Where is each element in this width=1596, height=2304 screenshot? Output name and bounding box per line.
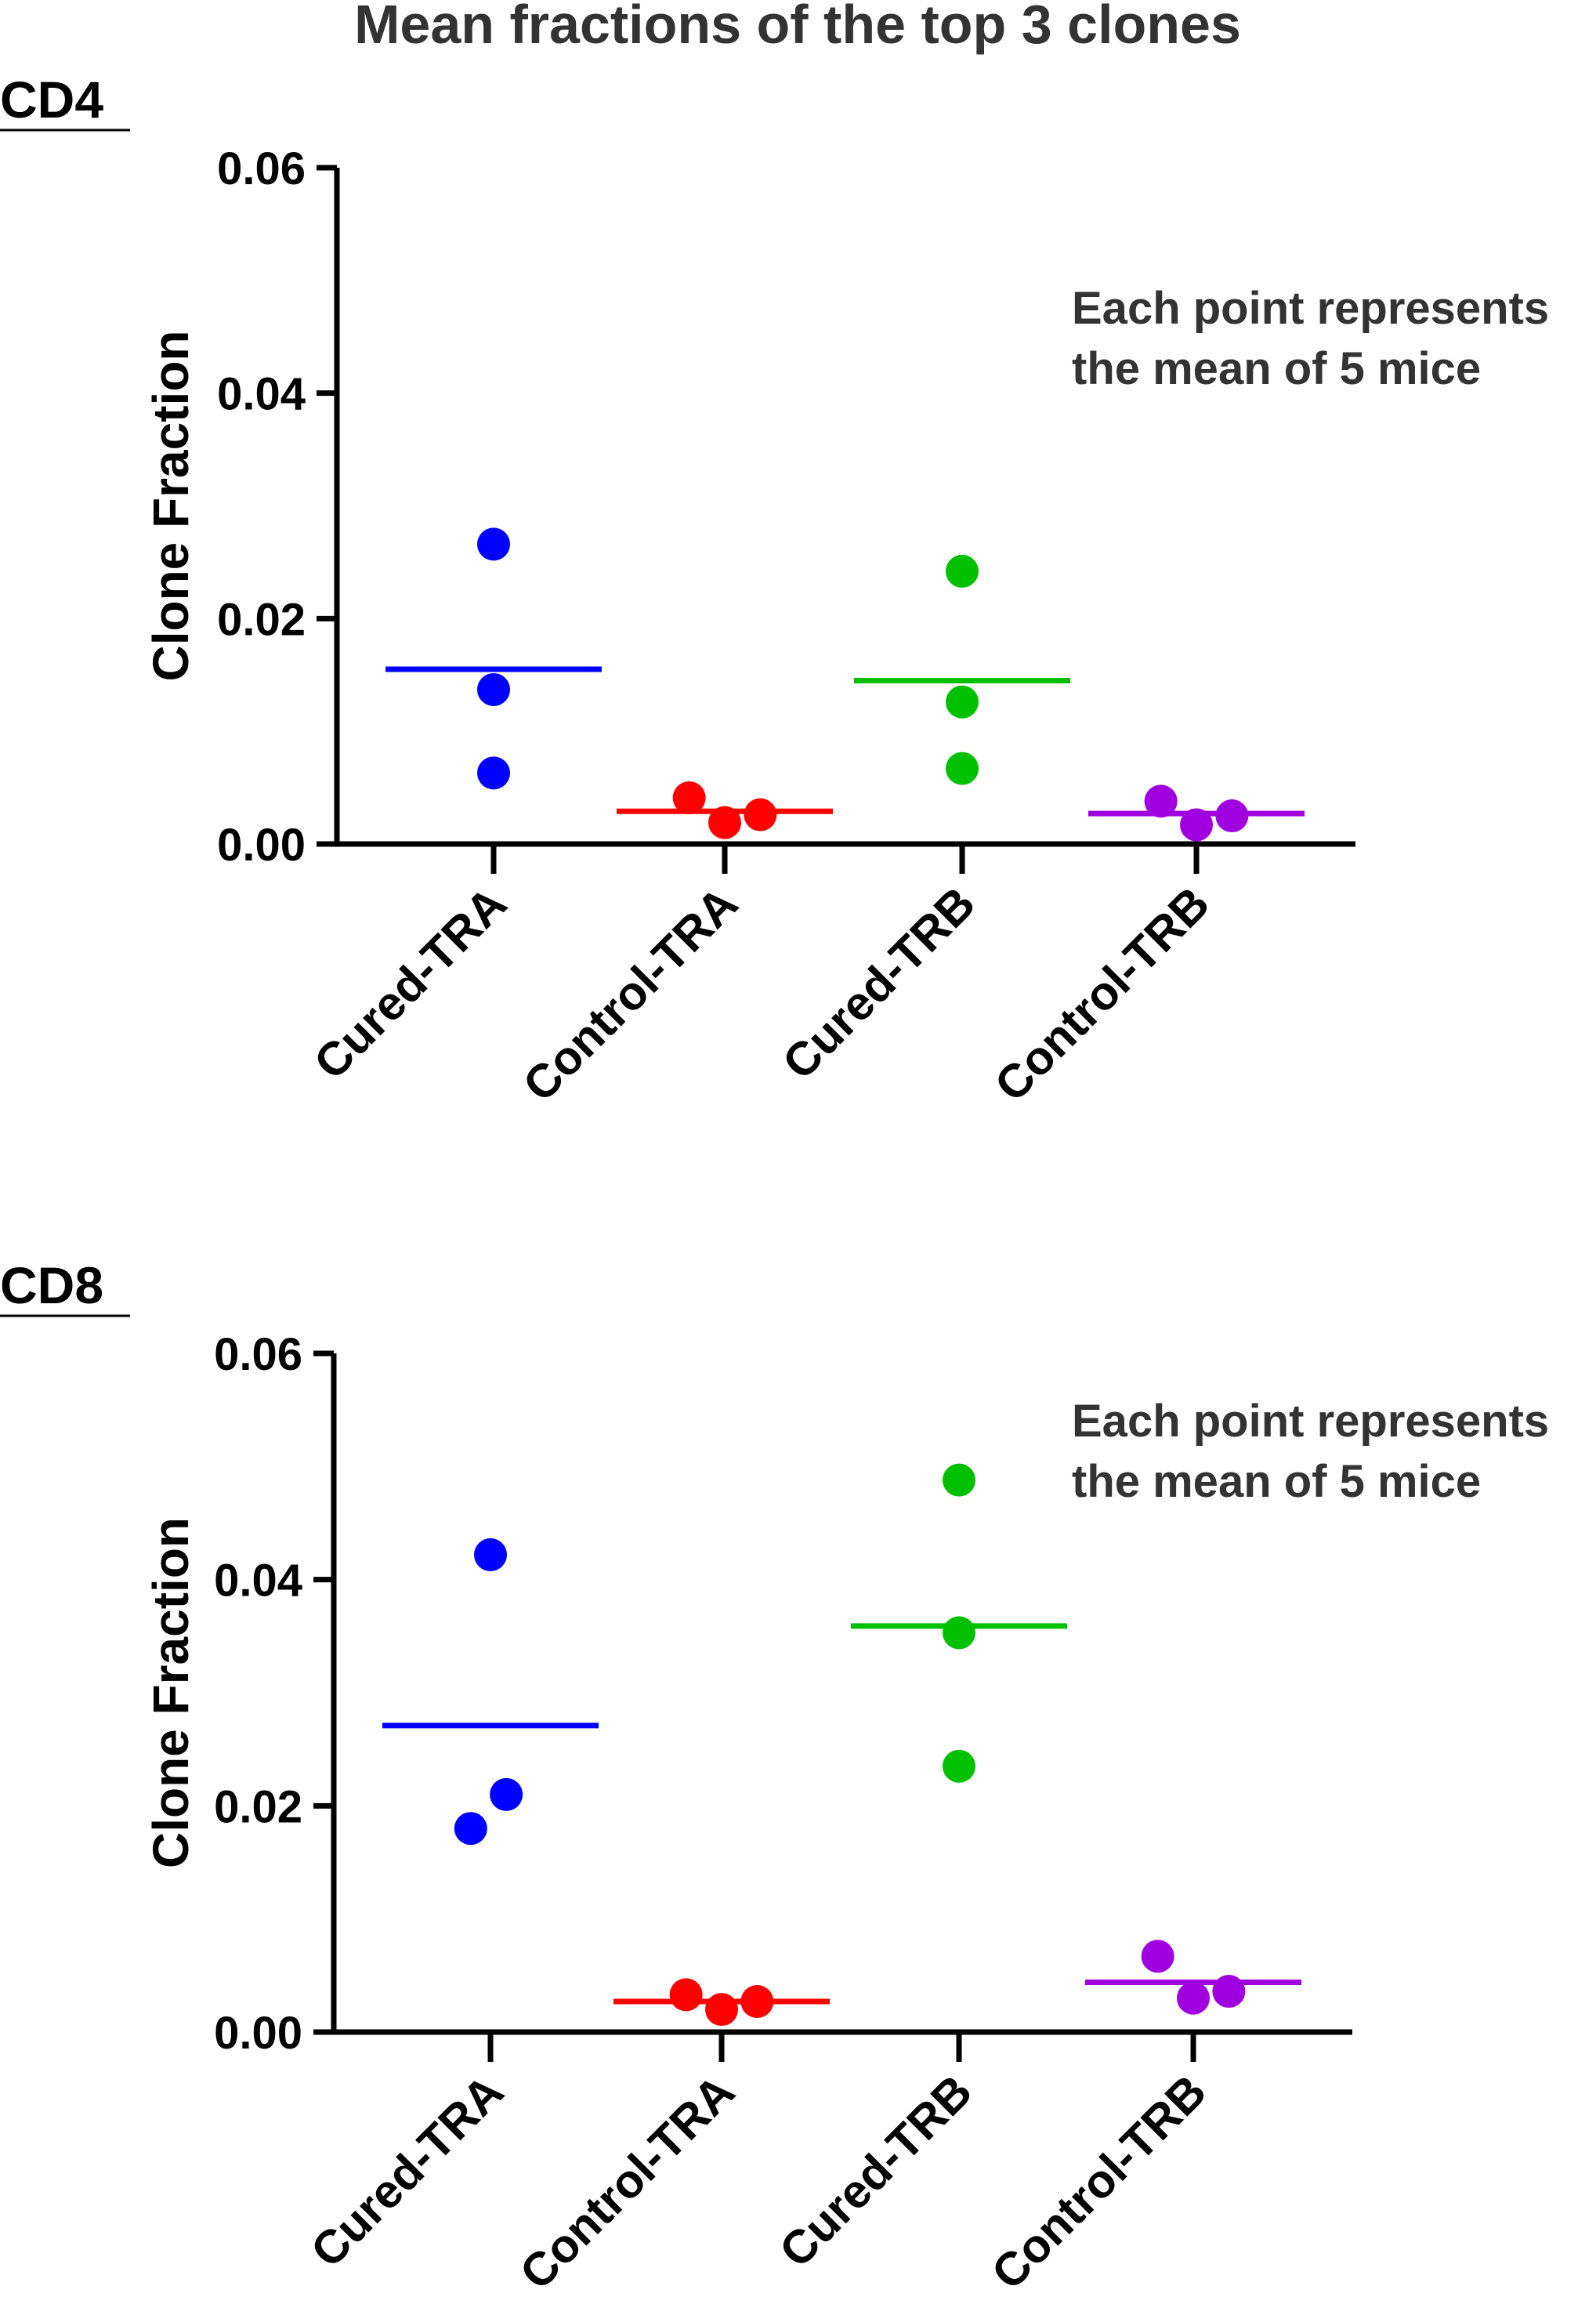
cd8-point-cured-trb [943,1616,975,1650]
cd8-point-cured-trb [943,1463,975,1497]
cd8-y-tick-label: 0.00 [214,2008,302,2059]
cd4-x-tick-label-control-tra: Control-TRA [513,877,748,1112]
cd8-y-tick-label: 0.04 [214,1556,302,1607]
cd8-point-cured-tra [474,1538,507,1571]
cd4-point-control-tra [672,781,706,815]
cd4-y-tick-label: 0.04 [217,369,306,420]
cd4-panel: CD4 0.00 0.02 0.04 0.06 Clone Fraction Each po… [0,71,1549,1111]
cd8-annotation-line: the mean of 5 mice [1072,1456,1481,1507]
cd4-x-tick-label-cured-tra: Cured-TRA [304,877,516,1089]
cd4-point-control-tra [744,798,777,831]
cd8-point-control-tra [740,1985,774,2019]
cd8-point-cured-trb [943,1749,975,1783]
cd4-point-control-trb [1144,784,1178,818]
cd8-y-axis-title: Clone Fraction [143,1517,199,1868]
cd8-x-tick-label-cured-trb: Cured-TRB [769,2065,982,2277]
cd4-annotation-line: the mean of 5 mice [1072,343,1481,394]
cd4-point-cured-trb [946,554,979,588]
cd4-x-tick-label-cured-trb: Cured-TRB [773,877,985,1089]
cd8-y-tick-label: 0.06 [214,1329,302,1380]
cd4-point-cured-tra [477,527,510,561]
figure-title: Mean fractions of the top 3 clones [354,0,1241,55]
cd8-x-tick-label-control-trb: Control-TRB [982,2065,1217,2300]
cd4-y-axis-title: Clone Fraction [143,330,199,681]
cd8-x-tick-label-control-tra: Control-TRA [510,2065,745,2300]
cd4-point-cured-trb [946,752,979,785]
cd8-point-control-trb [1141,1940,1174,1973]
cd4-panel-label: CD4 [0,71,103,129]
cd4-x-tick-label-control-trb: Control-TRB [985,877,1220,1112]
cd4-y-tick-label: 0.00 [217,820,306,871]
cd8-x-tick-label-cured-tra: Cured-TRA [301,2065,513,2277]
cd8-point-cured-tra [454,1812,487,1846]
cd4-point-cured-trb [946,685,979,719]
cd4-annotation-line: Each point represents [1072,283,1549,334]
cd8-y-tick-label: 0.02 [214,1781,302,1832]
cd8-point-cured-tra [490,1777,523,1811]
cd4-point-control-tra [708,806,741,839]
cd4-y-tick-label: 0.02 [217,594,306,645]
cd8-point-control-trb [1212,1975,1246,2009]
cd4-point-control-trb [1180,808,1213,842]
cd8-panel: CD8 0.00 0.02 0.04 0.06 Clone Fraction Each po… [0,1256,1549,2299]
cd8-point-control-trb [1177,1981,1210,2015]
cd4-y-tick-label: 0.06 [217,143,306,194]
cd4-point-cured-tra [477,672,510,706]
cd4-point-control-trb [1215,799,1249,833]
cd8-point-control-tra [669,1978,703,2012]
cd4-point-cured-tra [477,756,510,790]
cd8-annotation-line: Each point represents [1072,1396,1549,1447]
cd8-panel-label: CD8 [0,1256,103,1314]
cd8-point-control-tra [705,1993,738,2027]
